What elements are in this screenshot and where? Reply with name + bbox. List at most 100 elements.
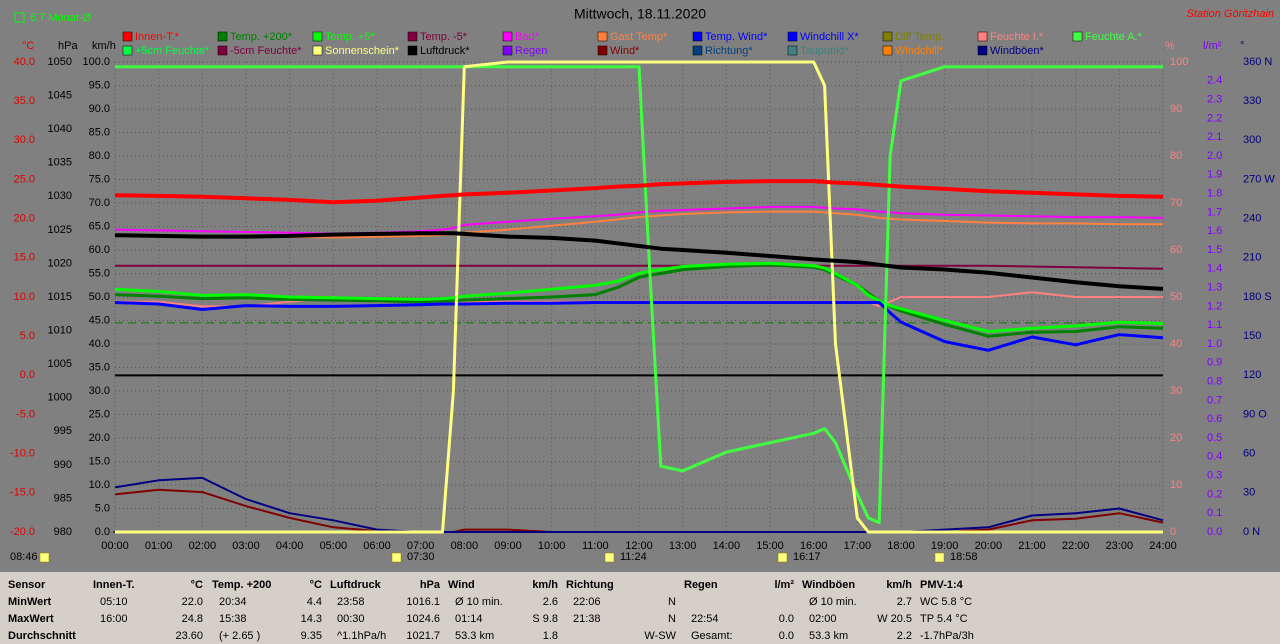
- table-cell: 2.6: [543, 596, 558, 608]
- legend-label: Taupunkt*: [800, 45, 850, 57]
- x-tick-label: 20:00: [975, 540, 1003, 552]
- sun-event: 07:30: [407, 551, 435, 563]
- y-tick-label: 1045: [48, 89, 72, 101]
- table-header: Richtung: [566, 579, 614, 591]
- table-unit: km/h: [532, 579, 558, 591]
- table-cell: N: [668, 596, 676, 608]
- series-line: [114, 261, 1164, 333]
- y-tick-label: 90.0: [89, 103, 110, 115]
- y-tick-label: 90 O: [1243, 408, 1267, 420]
- y-tick-label: 80.0: [89, 150, 110, 162]
- legend-label: Regen: [515, 45, 547, 57]
- sun-event: 16:17: [793, 551, 821, 563]
- station-name: Station Göritzhain: [1187, 8, 1274, 20]
- y-tick-label: 990: [54, 459, 72, 471]
- table-cell: 4.4: [307, 596, 322, 608]
- x-tick-label: 07:00: [407, 540, 435, 552]
- legend-swatch: [312, 31, 323, 42]
- y-tick-label: 330: [1243, 95, 1261, 107]
- legend-swatch: [597, 31, 608, 42]
- legend-label: Luftdruck*: [420, 45, 470, 57]
- y-tick-label: 1050: [48, 56, 72, 68]
- legend-label: Windchill*: [895, 45, 944, 57]
- x-tick-label: 01:00: [145, 540, 173, 552]
- y-tick-label: 15.0: [89, 455, 110, 467]
- x-tick-label: 15:00: [756, 540, 784, 552]
- y-tick-label: 1000: [48, 392, 72, 404]
- legend-swatch: [122, 45, 133, 56]
- y-tick-label: 25.0: [14, 173, 35, 185]
- table-cell: WC 5.8 °C: [920, 596, 972, 608]
- y-tick-label: 0.0: [95, 526, 110, 538]
- y-tick-label: 1.8: [1207, 188, 1222, 200]
- table-cell: -1.7hPa/3h: [920, 630, 974, 642]
- y-tick-label: 1.6: [1207, 225, 1222, 237]
- y-tick-label: 1.7: [1207, 206, 1222, 218]
- x-tick-label: 11:00: [582, 540, 609, 552]
- y-tick-label: 360 N: [1243, 56, 1272, 68]
- table-cell: 2.2: [897, 630, 912, 642]
- table-cell: 0.0: [779, 630, 794, 642]
- table-cell: Ø 10 min.: [455, 596, 503, 608]
- table-unit: °C: [191, 579, 203, 591]
- x-tick-label: 10:00: [538, 540, 566, 552]
- y-tick-label: 80: [1170, 150, 1182, 162]
- y-tick-label: 20.0: [14, 213, 35, 225]
- legend-label: Temp. +200*: [230, 31, 293, 43]
- y-tick-label: 90: [1170, 103, 1182, 115]
- series-line: [115, 60, 1163, 534]
- y-tick-label: 60: [1243, 448, 1255, 460]
- legend-swatch: [787, 45, 798, 56]
- y-tick-label: 240: [1243, 213, 1261, 225]
- series-line: [115, 65, 1163, 525]
- y-tick-label: 0.0: [20, 369, 35, 381]
- axis-unit: %: [1165, 40, 1175, 52]
- y-tick-label: 0 N: [1243, 526, 1260, 538]
- x-tick-label: 00:00: [101, 540, 129, 552]
- table-cell: 53.3 km: [455, 630, 494, 642]
- y-tick-label: 5.0: [95, 502, 110, 514]
- y-tick-label: 85.0: [89, 126, 110, 138]
- y-tick-label: -5.0: [16, 408, 35, 420]
- table-cell: 24.8: [182, 613, 203, 625]
- legend-label: Temp. +5*: [325, 31, 376, 43]
- table-cell: Ø 10 min.: [809, 596, 857, 608]
- y-tick-label: 100: [1170, 56, 1188, 68]
- table-cell: 53.3 km: [809, 630, 848, 642]
- table-cell: ^1.1hPa/h: [337, 630, 386, 642]
- table-cell: 1021.7: [406, 630, 440, 642]
- y-tick-label: 0.9: [1207, 357, 1222, 369]
- legend-label: -5cm Feuchte*: [230, 45, 302, 57]
- y-tick-label: 50.0: [89, 291, 110, 303]
- y-tick-label: 75.0: [89, 173, 110, 185]
- table-cell: 22:06: [573, 596, 601, 608]
- legend-swatch: [502, 31, 513, 42]
- x-tick-label: 14:00: [713, 540, 741, 552]
- axis-unit: l/m²: [1203, 40, 1222, 52]
- x-tick-label: 09:00: [494, 540, 522, 552]
- y-tick-label: 1020: [48, 257, 72, 269]
- y-tick-label: 30: [1243, 487, 1255, 499]
- legend-label: Sonnenschein*: [325, 45, 400, 57]
- legend-swatch: [312, 45, 323, 56]
- y-tick-label: 70.0: [89, 197, 110, 209]
- legend-label: Innen-T.*: [135, 31, 180, 43]
- y-tick-label: 10.0: [89, 479, 110, 491]
- y-tick-label: 1.1: [1207, 319, 1222, 331]
- table-cell: 15:38: [219, 613, 247, 625]
- y-tick-label: 2.2: [1207, 112, 1222, 124]
- series-line: [114, 263, 1164, 338]
- month-avg-icon: [14, 12, 25, 23]
- y-tick-label: 1025: [48, 224, 72, 236]
- legend-label: Windböen*: [990, 45, 1045, 57]
- y-tick-label: 0.7: [1207, 394, 1222, 406]
- y-tick-label: 0.8: [1207, 376, 1222, 388]
- x-tick-label: 22:00: [1062, 540, 1090, 552]
- y-tick-label: 180 S: [1243, 291, 1272, 303]
- legend-swatch: [407, 45, 418, 56]
- series-line: [114, 210, 1163, 239]
- legend-label: Temp. Wind*: [705, 31, 768, 43]
- legend-swatch: [502, 45, 513, 56]
- table-cell: 01:14: [455, 613, 483, 625]
- legend-label: Gast Temp*: [610, 31, 668, 43]
